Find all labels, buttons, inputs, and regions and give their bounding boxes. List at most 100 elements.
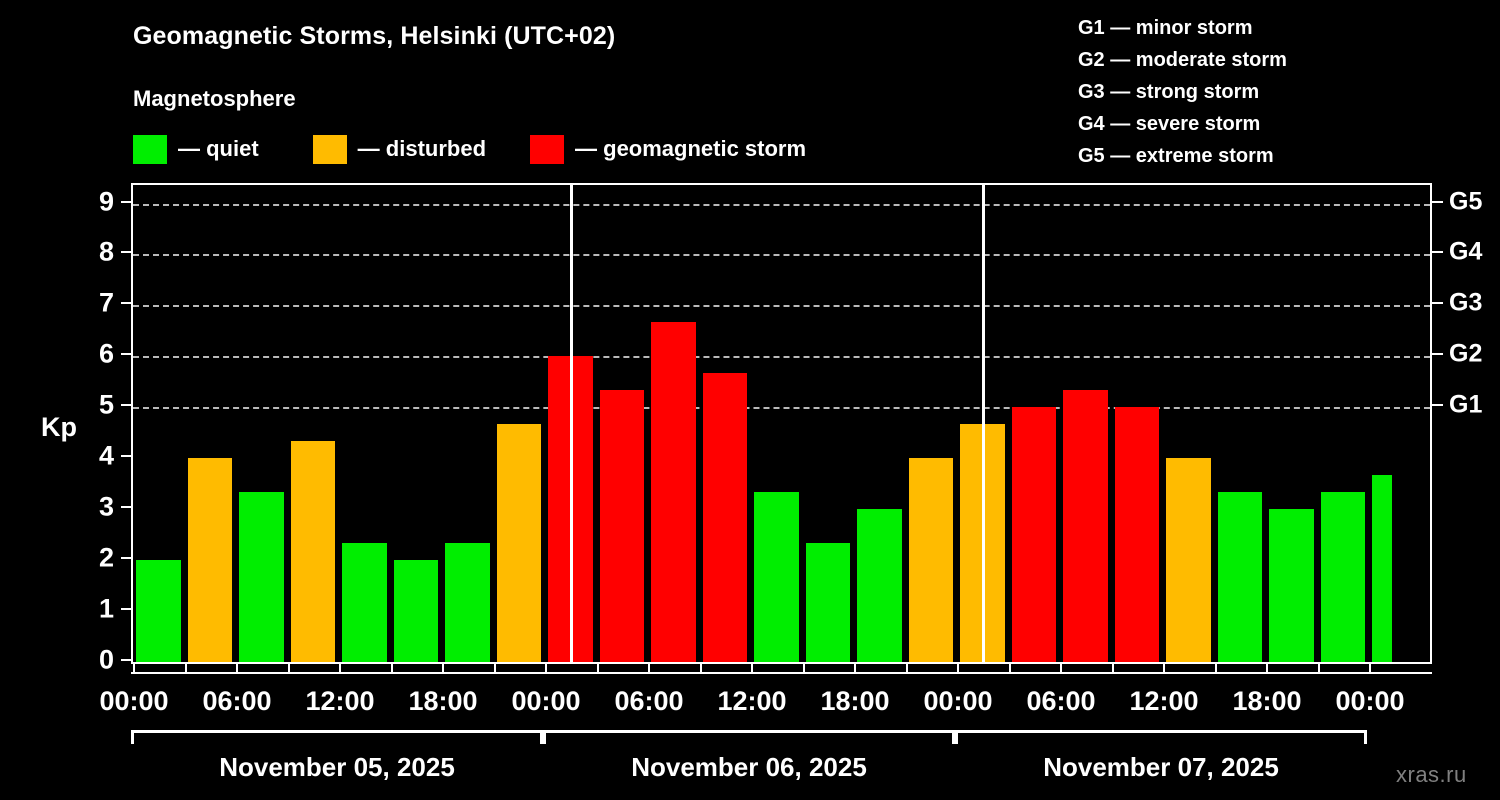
date-label-2: November 06, 2025 xyxy=(631,752,867,782)
bar xyxy=(599,390,644,662)
x-tick-label-0: 00:00 xyxy=(99,686,169,716)
y-tick-label-9: 9 xyxy=(98,186,114,216)
x-tick-mark-20 xyxy=(1163,663,1165,674)
gridline-kp-8 xyxy=(133,254,1430,257)
legend-item-quiet: — quiet xyxy=(133,134,259,164)
x-tick-label-4: 00:00 xyxy=(511,686,581,716)
bar xyxy=(805,543,850,662)
day-separator-1 xyxy=(570,185,573,662)
gridline-kp-9 xyxy=(133,203,1430,206)
y-tick-mark-8 xyxy=(121,251,131,254)
bar xyxy=(393,560,438,662)
x-tick-mark-1 xyxy=(184,663,187,674)
gridline-kp-6 xyxy=(133,356,1430,359)
g-tick-label-G4: G4 xyxy=(1449,237,1483,266)
legend-swatch-storm-icon xyxy=(530,134,565,164)
y-tick-label-0: 0 xyxy=(98,644,114,675)
x-tick-mark-23 xyxy=(1317,663,1320,674)
bar xyxy=(1269,509,1314,662)
x-tick-label-2: 12:00 xyxy=(305,686,375,716)
y-tick-mark-7 xyxy=(121,302,131,305)
x-tick-mark-6 xyxy=(442,663,444,674)
y-tick-label-4: 4 xyxy=(98,440,114,471)
x-tick-label-6: 12:00 xyxy=(717,686,787,716)
x-tick-mark-10 xyxy=(648,663,650,674)
y-tick-label-6: 6 xyxy=(98,338,114,369)
watermark: xras.ru xyxy=(1396,762,1467,787)
date-bracket-1 xyxy=(131,730,543,744)
x-tick-label-11: 18:00 xyxy=(1232,686,1302,716)
y-tick-label-7: 7 xyxy=(98,287,114,318)
legend-label-quiet: — quiet xyxy=(178,136,259,161)
y-tick-label-1: 1 xyxy=(98,593,114,624)
x-tick-mark-4 xyxy=(339,663,341,674)
x-tick-mark-3 xyxy=(287,663,290,674)
x-tick-label-9: 06:00 xyxy=(1026,686,1096,716)
date-bracket-3 xyxy=(955,730,1367,744)
bar xyxy=(1063,390,1108,662)
x-tick-mark-18 xyxy=(1060,663,1062,674)
bar xyxy=(445,543,490,662)
date-label-1: November 05, 2025 xyxy=(219,752,455,782)
y-tick-mark-2 xyxy=(121,557,131,560)
gridline-kp-7 xyxy=(133,305,1430,308)
storm-scale-row-3: G3 — strong storm xyxy=(1078,81,1260,103)
storm-scale-row-5: G5 — extreme storm xyxy=(1078,145,1274,167)
bar xyxy=(651,322,696,662)
y-tick-mark-1 xyxy=(121,608,131,611)
y-tick-label-8: 8 xyxy=(98,236,114,267)
storm-scale-row-1: G1 — minor storm xyxy=(1078,17,1253,39)
plot-area xyxy=(131,183,1432,664)
x-tick-mark-16 xyxy=(957,663,959,674)
bar xyxy=(1011,407,1056,662)
bar xyxy=(239,492,284,662)
x-tick-label-10: 12:00 xyxy=(1129,686,1199,716)
x-tick-mark-8 xyxy=(545,663,547,674)
legend-swatch-disturbed-icon xyxy=(312,134,347,164)
bar xyxy=(290,441,335,662)
bar xyxy=(136,560,181,662)
chart-subtitle: Magnetosphere xyxy=(133,86,296,111)
day-separator-2 xyxy=(982,185,985,662)
x-tick-mark-7 xyxy=(493,663,496,674)
plot-inner xyxy=(133,185,1430,662)
g-tick-mark-G5 xyxy=(1432,200,1443,203)
bar xyxy=(342,543,387,662)
y-tick-mark-0 xyxy=(121,659,131,661)
bar-partial xyxy=(1372,475,1393,662)
x-tick-label-1: 06:00 xyxy=(202,686,272,716)
x-tick-label-8: 00:00 xyxy=(923,686,993,716)
x-tick-mark-13 xyxy=(802,663,805,674)
x-tick-mark-5 xyxy=(390,663,393,674)
bar-group xyxy=(133,185,1430,662)
g-tick-mark-G2 xyxy=(1432,353,1443,356)
page-title: Geomagnetic Storms, Helsinki (UTC+02) xyxy=(133,22,616,50)
date-label-3: November 07, 2025 xyxy=(1043,752,1279,782)
x-tick-mark-17 xyxy=(1008,663,1011,674)
x-tick-mark-14 xyxy=(854,663,856,674)
y-tick-mark-5 xyxy=(121,404,131,407)
x-axis-line xyxy=(131,672,1432,674)
y-tick-mark-9 xyxy=(121,200,131,203)
bar xyxy=(908,458,953,662)
g-tick-mark-G1 xyxy=(1432,404,1443,407)
bar xyxy=(1217,492,1262,662)
y-tick-label-5: 5 xyxy=(98,389,114,420)
g-tick-mark-G4 xyxy=(1432,251,1443,254)
storm-scale-legend: G1 — minor storm G2 — moderate storm G3 — … xyxy=(1078,12,1287,172)
legend-item-storm: — geomagnetic storm xyxy=(530,134,806,164)
bar xyxy=(754,492,799,662)
y-tick-mark-3 xyxy=(121,506,131,509)
bar xyxy=(496,424,541,662)
g-tick-mark-G3 xyxy=(1432,302,1443,305)
legend-swatch-quiet-icon xyxy=(133,134,167,164)
gridline-kp-5 xyxy=(133,407,1430,410)
bar xyxy=(187,458,232,662)
x-tick-mark-9 xyxy=(596,663,599,674)
x-tick-label-12: 00:00 xyxy=(1335,686,1405,716)
storm-scale-row-2: G2 — moderate storm xyxy=(1078,49,1287,71)
y-tick-label-3: 3 xyxy=(98,491,114,522)
g-tick-label-G1: G1 xyxy=(1449,390,1483,419)
color-legend: — quiet — disturbed — geomagnetic storm xyxy=(133,134,806,164)
